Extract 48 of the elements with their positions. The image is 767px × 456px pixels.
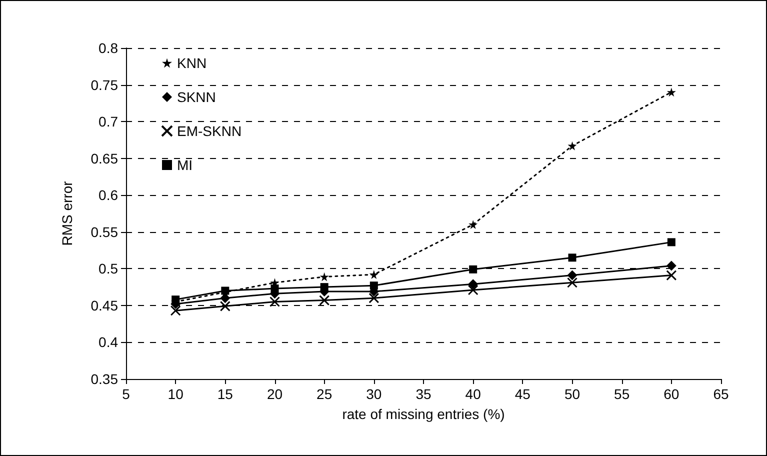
x-tick-label: 65 [713,386,729,402]
legend-label: MI [177,157,193,173]
x-tick-label: 45 [514,386,531,402]
x-tick-label: 20 [266,386,283,402]
point [368,292,380,304]
y-tick-label: 0.8 [98,40,118,56]
y-tick-label: 0.7 [98,114,118,130]
legend-label: SKNN [177,89,216,105]
x-tick-label: 60 [664,386,680,402]
y-tick-label: 0.65 [90,150,118,166]
point [319,295,330,306]
legend-label: KNN [177,55,207,71]
y-tick-label: 0.45 [90,297,118,314]
x-tick-label: 55 [614,386,630,402]
y-tick-label: 0.6 [98,187,118,204]
y-tick-label: 0.75 [90,76,118,93]
x-tick-label: 15 [217,386,234,402]
x-tick-label: 50 [564,386,580,402]
point [468,279,478,290]
x-tick-label: 10 [168,386,184,402]
point [666,270,677,281]
x-tick-label: 40 [465,386,482,402]
point [568,141,577,150]
point [320,272,329,282]
point [568,254,576,262]
point [666,88,676,97]
x-tick-label: 5 [122,386,130,402]
legend-label: EM-SKNN [177,123,242,139]
y-tick-label: 0.35 [90,371,118,387]
point [666,260,676,271]
point [220,300,230,312]
point [469,265,478,274]
y-axis-title: RMS error [59,180,75,246]
x-tick-label: 30 [366,386,382,402]
x-axis-title: rate of missing entries (%) [342,406,505,422]
point [468,284,478,296]
point [369,270,378,280]
point [567,277,578,288]
point [667,238,676,246]
point [170,305,181,316]
y-tick-label: 0.55 [90,224,118,240]
point [270,296,280,308]
x-tick-label: 35 [416,386,432,402]
point [567,270,578,280]
y-tick-label: 0.4 [98,334,118,350]
point [468,220,478,230]
y-tick-label: 0.5 [98,260,118,277]
x-tick-label: 25 [316,386,332,402]
